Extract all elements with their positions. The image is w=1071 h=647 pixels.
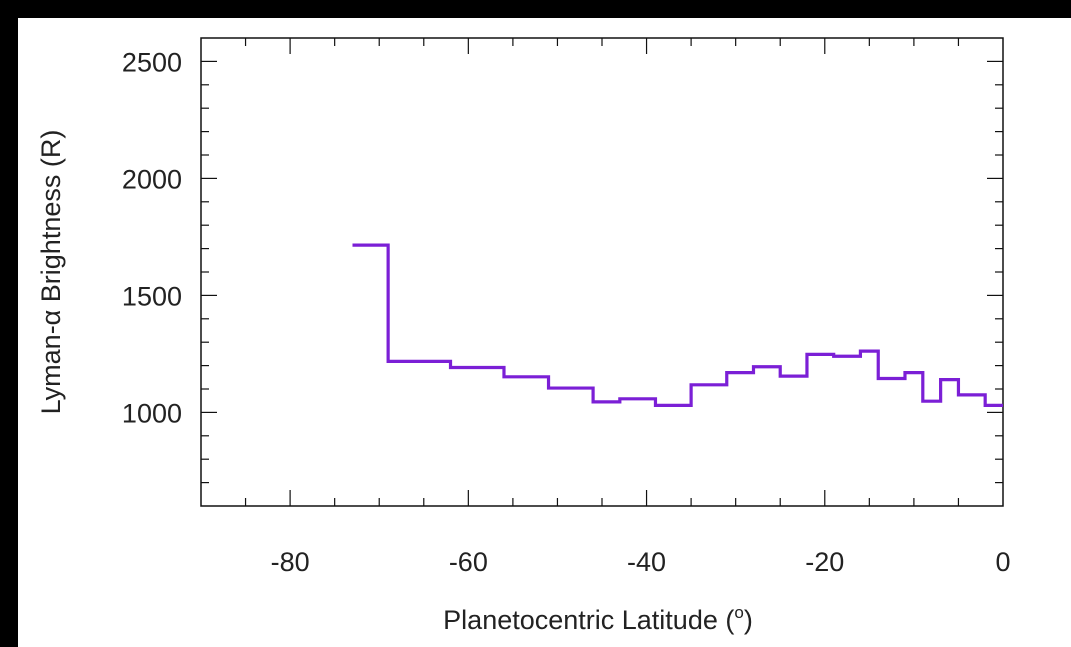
y-axis-title: Lyman-α Brightness (R) (36, 130, 66, 415)
x-tick-label: -20 (805, 547, 844, 577)
x-axis-title: Planetocentric Latitude (o) (443, 603, 753, 635)
axis-ticks (201, 38, 1003, 506)
y-tick-label: 1000 (122, 398, 182, 428)
y-tick-label: 2500 (122, 47, 182, 77)
y-tick-labels: 1000 1500 2000 2500 (122, 47, 182, 428)
x-tick-label: -80 (271, 547, 310, 577)
plot-frame (200, 37, 1004, 507)
y-tick-label: 1500 (122, 281, 182, 311)
y-tick-label: 2000 (122, 164, 182, 194)
x-tick-label: 0 (995, 547, 1010, 577)
x-tick-labels: -80 -60 -40 -20 0 (271, 547, 1011, 577)
series-line (352, 243, 1003, 407)
x-tick-label: -40 (627, 547, 666, 577)
brightness-chart: -80 -60 -40 -20 0 1000 1500 2000 2500 Planetoce… (36, 37, 1011, 635)
x-tick-label: -60 (449, 547, 488, 577)
degree-superscript: o (734, 603, 743, 622)
chart-canvas: -80 -60 -40 -20 0 1000 1500 2000 2500 Planetoce… (18, 18, 1071, 647)
